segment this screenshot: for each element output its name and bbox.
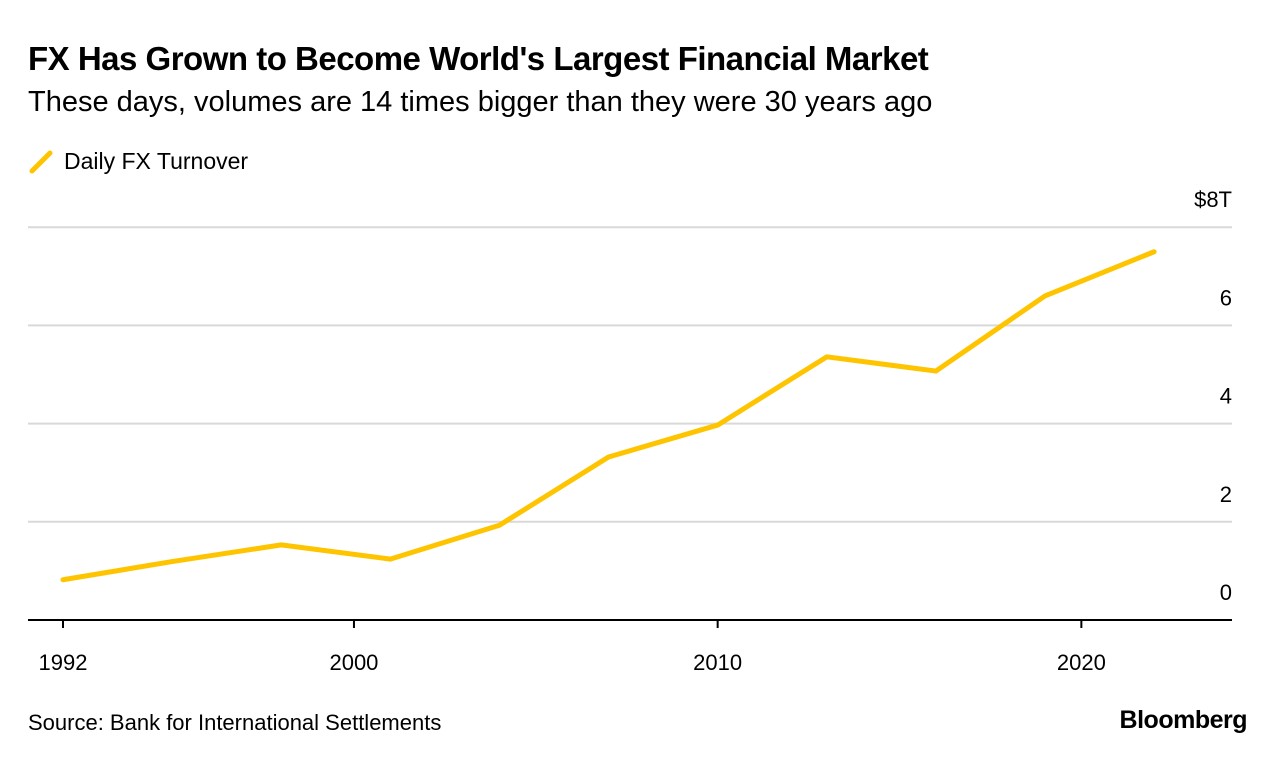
y-tick-label: 4 bbox=[1220, 384, 1232, 409]
source-note: Source: Bank for International Settlemen… bbox=[28, 710, 442, 735]
legend: Daily FX Turnover bbox=[28, 148, 248, 175]
y-tick-label: $8T bbox=[1194, 187, 1232, 212]
y-tick-label: 2 bbox=[1220, 482, 1232, 507]
chart-title: FX Has Grown to Become World's Largest F… bbox=[28, 40, 929, 77]
y-tick-label: 6 bbox=[1220, 285, 1232, 310]
bloomberg-logo: Bloomberg bbox=[1119, 706, 1248, 734]
series-line bbox=[60, 249, 1157, 583]
line-chart: 0 2 4 6 $8T 1992 2000 2010 2020 bbox=[28, 187, 1232, 675]
x-tick-label: 1992 bbox=[39, 650, 88, 675]
x-tick-label: 2010 bbox=[693, 650, 742, 675]
x-tick-label: 2000 bbox=[329, 650, 378, 675]
legend-line-icon bbox=[29, 150, 53, 173]
y-tick-label: 0 bbox=[1220, 580, 1232, 605]
chart-subtitle: These days, volumes are 14 times bigger … bbox=[28, 86, 933, 118]
legend-label: Daily FX Turnover bbox=[64, 148, 249, 174]
x-tick-label: 2020 bbox=[1057, 650, 1106, 675]
